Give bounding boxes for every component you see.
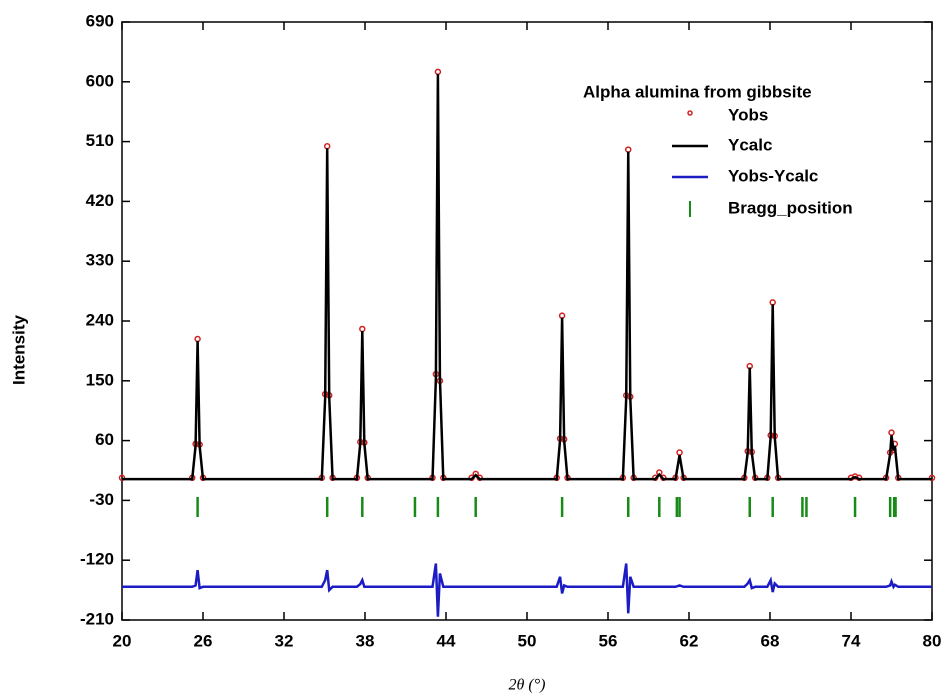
x-tick-label: 44 [437,631,456,650]
y-tick-label: 60 [95,430,114,449]
x-tick-label: 32 [275,631,294,650]
x-tick-label: 74 [842,631,861,650]
x-tick-label: 56 [599,631,618,650]
y-tick-label: 150 [86,370,114,389]
legend-marker [687,110,693,116]
legend-label: Ycalc [728,135,772,154]
x-axis-label: 2θ (°) [509,677,546,694]
y-tick-label: -30 [89,490,114,509]
x-tick-label: 20 [113,631,132,650]
y-tick-label: 510 [86,131,114,150]
y-tick-label: -120 [80,550,114,569]
x-tick-label: 38 [356,631,375,650]
x-tick-label: 68 [761,631,780,650]
obs-point [359,325,366,333]
series-line [122,563,932,617]
obs-point [769,299,776,306]
obs-point [888,429,895,436]
legend-label: Bragg_position [728,198,853,217]
legend-label: Yobs [728,105,768,124]
y-tick-label: 420 [86,191,114,210]
series-line [122,73,932,481]
y-tick-label: 330 [86,251,114,270]
legend-title: Alpha alumina from gibbsite [583,82,812,101]
plot-frame [121,21,933,621]
y-axis-label: Intensity [9,315,28,385]
y-tick-label: 240 [86,310,114,329]
x-tick-label: 50 [518,631,537,650]
obs-point [625,146,632,153]
obs-point [434,68,442,76]
obs-point [194,335,201,343]
obs-point [676,449,683,456]
x-tick-label: 80 [923,631,942,650]
x-tick-label: 62 [680,631,699,650]
y-tick-label: 690 [86,11,114,30]
legend-label: Yobs-Ycalc [728,166,818,185]
x-tick-label: 26 [194,631,213,650]
obs-point [323,143,331,150]
y-tick-label: 600 [86,71,114,90]
y-tick-label: -210 [80,609,114,628]
obs-point [558,312,566,319]
